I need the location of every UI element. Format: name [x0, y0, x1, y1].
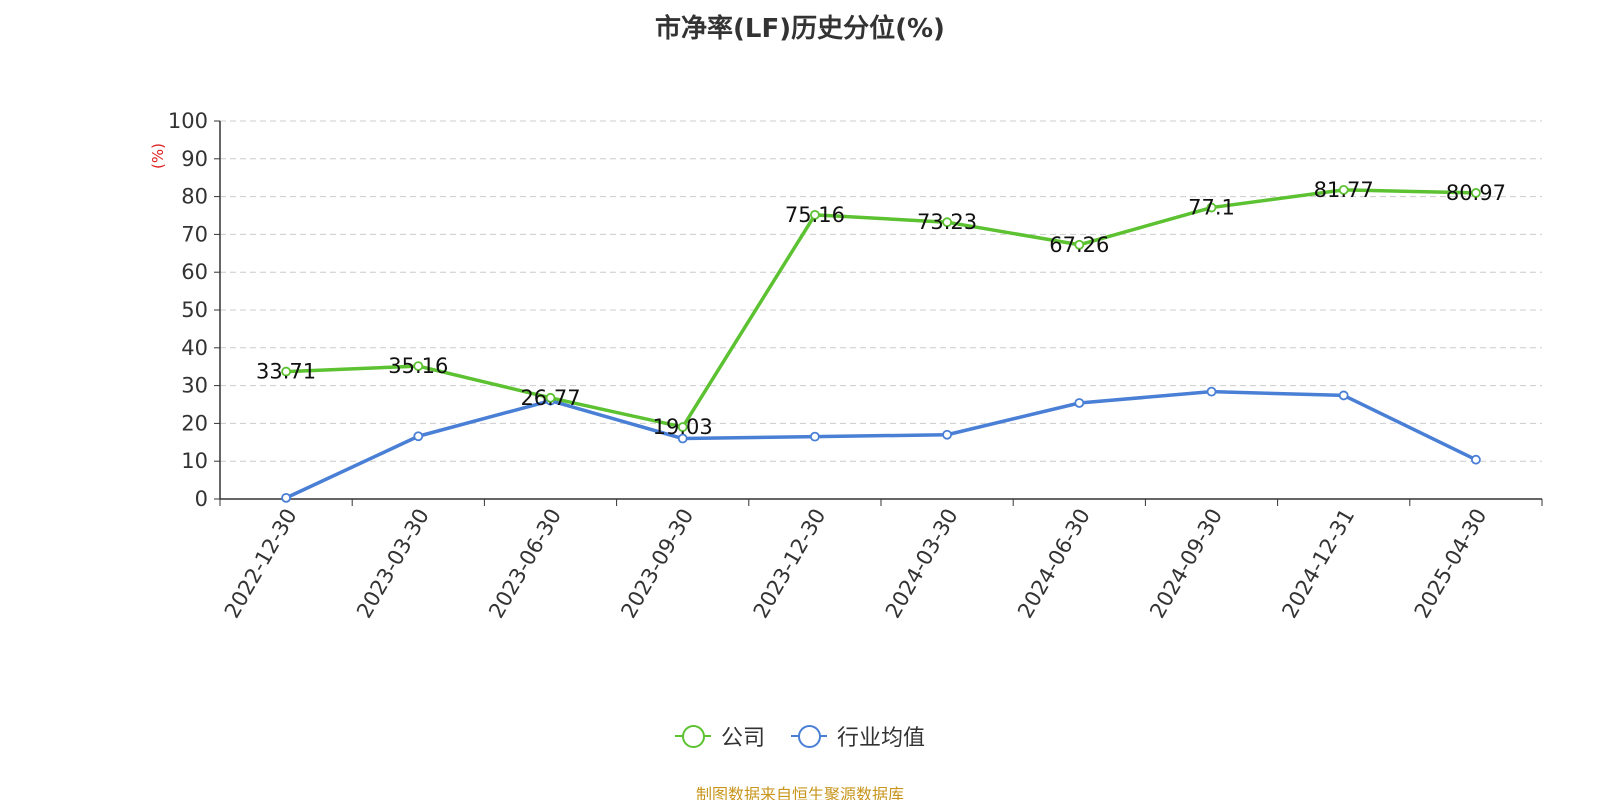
x-tick-label: 2023-06-30 — [484, 505, 566, 623]
data-point — [942, 217, 952, 228]
data-label: 77.1 — [1188, 196, 1235, 220]
series-line — [286, 188, 1476, 429]
y-tick-label: 50 — [181, 298, 208, 322]
y-tick-label: 100 — [168, 109, 208, 133]
x-tick-label: 2024-12-31 — [1277, 505, 1359, 623]
y-tick-label: 70 — [181, 222, 208, 246]
y-tick-label: 90 — [181, 147, 208, 171]
legend-label-company: 公司 — [720, 726, 765, 751]
legend-item-industry-average[interactable]: 行业均值 — [791, 720, 925, 752]
y-tick-label: 0 — [195, 487, 208, 511]
x-tick-label: 2022-12-30 — [220, 505, 302, 623]
y-axis-label: (%) — [149, 143, 167, 169]
data-label: 81.77 — [1314, 178, 1374, 202]
data-point — [810, 431, 820, 442]
data-point — [545, 392, 556, 403]
data-point — [810, 209, 820, 220]
data-point — [1338, 185, 1349, 195]
data-label: 73.23 — [917, 210, 977, 234]
data-label: 19.03 — [653, 415, 713, 439]
data-point — [1074, 398, 1085, 408]
data-label: 33.71 — [256, 360, 316, 384]
legend-label-industry-average: 行业均值 — [837, 726, 926, 751]
data-point — [942, 429, 952, 440]
data-point — [1074, 239, 1085, 250]
data-point — [677, 422, 688, 432]
data-point — [1338, 390, 1349, 401]
data-point — [281, 492, 292, 503]
data-point — [1206, 202, 1217, 213]
x-tick-label: 2024-03-30 — [881, 505, 963, 623]
source-note: 制图数据来自恒生聚源数据库 — [695, 785, 904, 800]
data-label: 75.16 — [785, 203, 845, 227]
y-tick-label: 20 — [181, 411, 208, 435]
legend-industry-marker-icon — [791, 725, 827, 748]
x-tick-label: 2024-06-30 — [1013, 505, 1095, 623]
y-tick-label: 40 — [181, 336, 208, 360]
data-point — [413, 431, 424, 442]
x-tick-label: 2025-04-30 — [1410, 505, 1492, 623]
data-label: 26.77 — [520, 386, 580, 410]
x-tick-label: 2023-09-30 — [616, 505, 698, 623]
data-point — [1471, 188, 1481, 198]
data-point — [413, 361, 424, 371]
data-label: 80.97 — [1446, 181, 1506, 205]
x-tick-label: 2024-09-30 — [1145, 505, 1227, 623]
x-tick-label: 2023-12-30 — [749, 505, 831, 623]
x-tick-label: 2023-03-30 — [352, 505, 434, 623]
data-point — [677, 433, 688, 444]
data-point — [1471, 454, 1481, 465]
y-tick-label: 80 — [181, 185, 208, 209]
data-point — [281, 366, 292, 377]
series-layer — [281, 185, 1481, 503]
data-label: 35.16 — [388, 354, 448, 378]
gridlines — [220, 120, 1542, 462]
legend: 公司 行业均值 — [0, 720, 1600, 752]
data-labels: 33.71 35.16 26.77 19.03 75.16 73.23 67.26 77.1 8… — [256, 178, 1506, 439]
y-tick-label: 60 — [181, 260, 208, 284]
data-point — [1206, 386, 1217, 397]
chart-title: 市净率(LF)历史分位(%) — [655, 14, 945, 44]
legend-company-marker-icon — [674, 725, 711, 748]
y-tick-label: 30 — [181, 374, 208, 398]
series-line — [285, 389, 1477, 500]
y-tick-label: 10 — [181, 449, 208, 473]
legend-item-company[interactable]: 公司 — [674, 720, 765, 752]
data-label: 67.26 — [1049, 233, 1109, 257]
